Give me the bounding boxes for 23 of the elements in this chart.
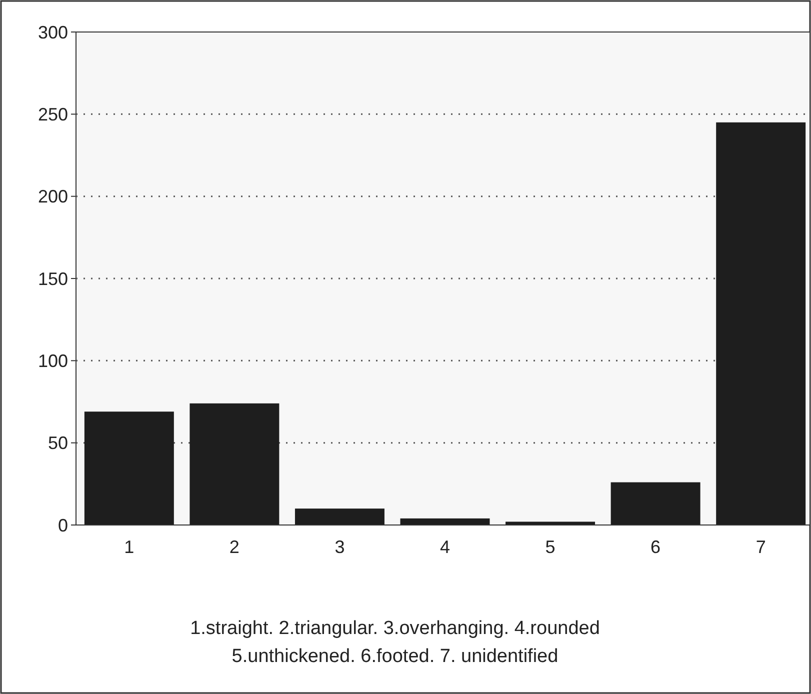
x-tick-label: 1	[124, 537, 134, 557]
bar	[400, 518, 490, 525]
y-tick-label: 150	[38, 268, 68, 289]
x-tick-label: 2	[229, 537, 240, 557]
y-tick-label: 0	[58, 515, 68, 536]
x-tick-label: 6	[650, 537, 661, 557]
bar	[190, 403, 280, 525]
bar	[84, 412, 174, 525]
y-tick-label: 250	[38, 104, 68, 124]
x-tick-label: 4	[440, 537, 450, 557]
bar	[294, 508, 384, 525]
y-tick-label: 100	[38, 350, 68, 371]
bar	[610, 482, 700, 525]
x-tick-label: 3	[334, 537, 345, 557]
text: 1.straight. 2.triangular. 3.overhanging. 4.rounded	[190, 618, 600, 639]
bar	[716, 122, 806, 525]
bar	[506, 522, 596, 525]
y-tick-label: 300	[38, 22, 68, 42]
text: 5.unthickened. 6.footed. 7. unidentified	[232, 646, 558, 667]
x-tick-label: 7	[756, 537, 766, 557]
y-tick-label: 50	[48, 433, 68, 454]
y-tick-label: 200	[38, 186, 68, 207]
x-tick-label: 5	[545, 537, 556, 557]
